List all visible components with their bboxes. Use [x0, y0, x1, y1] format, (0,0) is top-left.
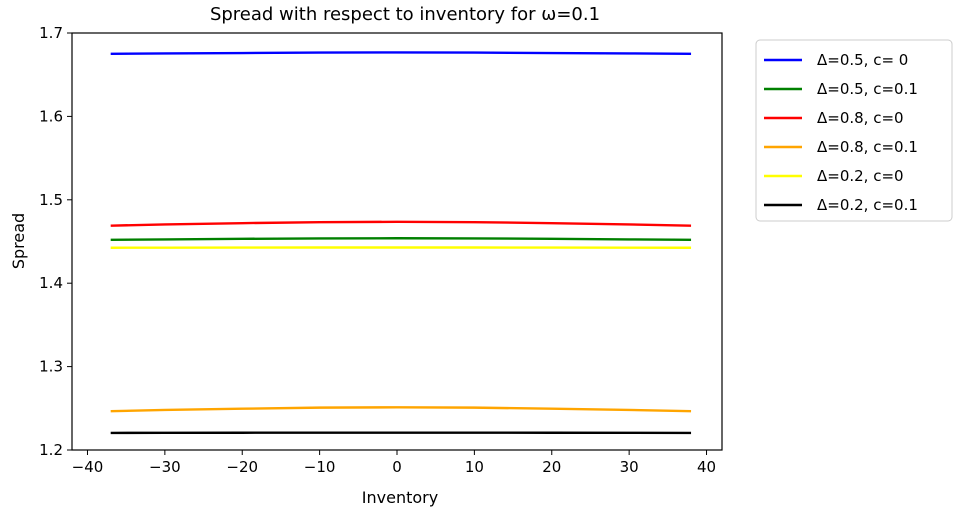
x-tick-label: 10 — [465, 458, 484, 476]
legend-label-3: Δ=0.8, c=0 — [817, 109, 904, 127]
y-tick-label: 1.5 — [39, 191, 63, 209]
x-tick-label: 30 — [620, 458, 639, 476]
x-tick-label: 40 — [697, 458, 716, 476]
y-tick-label: 1.6 — [39, 107, 63, 125]
series-layer — [110, 51, 692, 435]
y-tick-label: 1.3 — [39, 358, 63, 376]
y-tick-label: 1.7 — [39, 24, 63, 42]
y-axis-ticks: 1.2 1.3 1.4 1.5 1.6 1.7 — [39, 24, 72, 459]
x-tick-label: −10 — [304, 458, 336, 476]
legend-label-1: Δ=0.5, c= 0 — [817, 51, 908, 69]
legend-label-4: Δ=0.8, c=0.1 — [817, 138, 918, 156]
legend-label-2: Δ=0.5, c=0.1 — [817, 80, 918, 98]
chart-title: Spread with respect to inventory for ω=0… — [210, 4, 600, 25]
y-tick-label: 1.4 — [39, 274, 63, 292]
x-tick-label: −30 — [149, 458, 181, 476]
legend: Δ=0.5, c= 0 Δ=0.5, c=0.1 Δ=0.8, c=0 Δ=0.8, … — [755, 39, 953, 222]
x-axis-ticks: −40 −30 −20 −10 0 10 20 30 40 — [72, 450, 716, 476]
series-line-3 — [110, 220, 692, 227]
x-tick-label: 0 — [392, 458, 402, 476]
y-axis-label: Spread — [9, 213, 28, 269]
x-axis-label: Inventory — [362, 488, 438, 507]
legend-label-6: Δ=0.2, c=0.1 — [817, 196, 918, 214]
series-line-4 — [110, 406, 692, 413]
plot-frame — [71, 32, 723, 451]
series-line-2 — [110, 237, 692, 242]
series-line-1 — [110, 51, 692, 56]
x-tick-label: 20 — [542, 458, 561, 476]
x-tick-label: −20 — [226, 458, 258, 476]
x-tick-label: −40 — [72, 458, 104, 476]
y-tick-label: 1.2 — [39, 441, 63, 459]
legend-label-5: Δ=0.2, c=0 — [817, 167, 904, 185]
legend-box — [755, 39, 953, 222]
